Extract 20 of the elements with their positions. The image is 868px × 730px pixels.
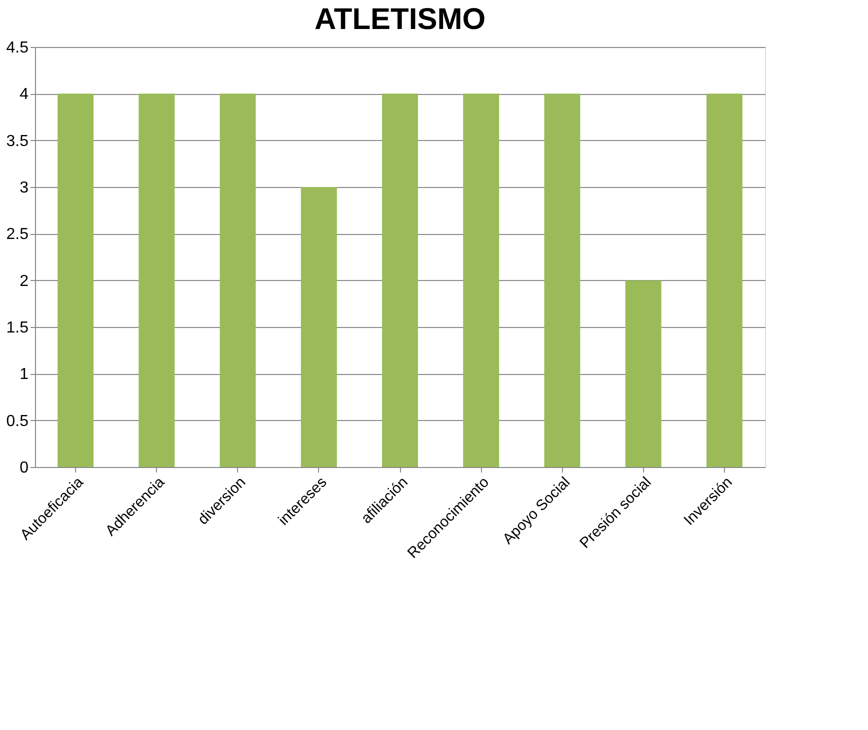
bar: [706, 94, 742, 467]
y-tick-label: 1: [20, 366, 29, 384]
bar: [463, 94, 500, 467]
bar: [382, 94, 418, 467]
y-tick-label: 4.5: [6, 40, 29, 56]
y-tick-label: 3: [20, 180, 29, 196]
bar: [58, 94, 94, 467]
y-tick-label: 0.5: [6, 412, 29, 430]
bar: [220, 94, 256, 467]
y-tick-label: 2.5: [6, 226, 29, 244]
chart-title: ATLETISMO: [314, 3, 486, 36]
y-tick-label: 2: [20, 272, 29, 290]
y-tick-label: 4: [20, 86, 29, 104]
bar: [544, 94, 580, 467]
y-tick-label: 1.5: [6, 320, 29, 336]
bar: [625, 280, 662, 467]
bar: [138, 94, 175, 467]
y-tick-label: 0: [20, 460, 29, 476]
bar: [300, 187, 337, 467]
y-tick-label: 3.5: [6, 132, 29, 150]
